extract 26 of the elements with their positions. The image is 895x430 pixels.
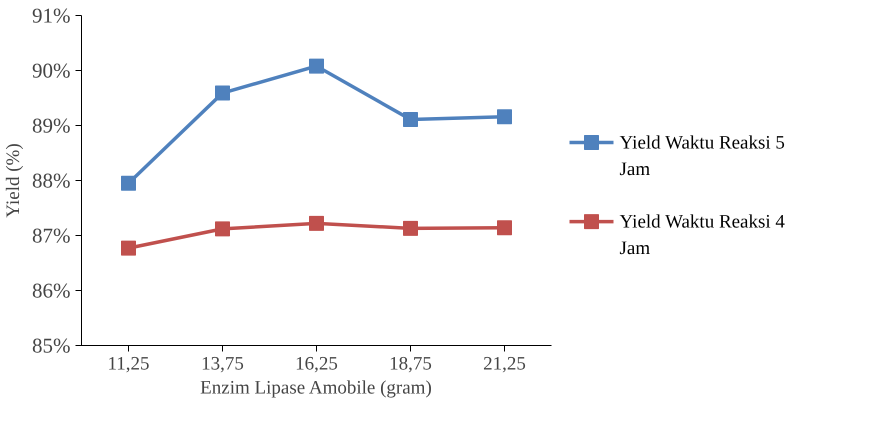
x-tick-label: 11,25 <box>107 354 150 374</box>
point <box>215 86 230 101</box>
point <box>497 220 512 236</box>
point <box>403 112 418 127</box>
point <box>309 58 324 74</box>
x-tick-label: 18,75 <box>389 354 432 374</box>
y-tick-label: 87% <box>32 224 71 248</box>
point <box>497 109 512 124</box>
y-tick-label: 86% <box>32 278 71 302</box>
x-tick-label: 16,25 <box>295 354 338 374</box>
y-axis-title: Yield (%) <box>3 143 24 218</box>
y-tick-label: 89% <box>32 114 71 138</box>
y-tick-label: 90% <box>32 58 71 82</box>
point <box>215 221 230 236</box>
y-tick-label: 91% <box>32 4 71 28</box>
x-axis-title: Enzim Lipase Amobile (gram) <box>200 378 432 398</box>
y-tick-label: 88% <box>32 168 71 192</box>
y-tick-label: 85% <box>32 334 71 358</box>
point <box>121 240 136 256</box>
point <box>121 176 136 191</box>
x-tick-label: 21,25 <box>483 354 526 374</box>
x-tick-label: 13,75 <box>201 354 244 374</box>
legend-label: Yield Waktu Reaksi 4 Jam <box>620 212 786 259</box>
legend-label: Yield Waktu Reaksi 5 Jam <box>620 132 785 180</box>
point <box>403 220 418 236</box>
point <box>309 216 324 231</box>
